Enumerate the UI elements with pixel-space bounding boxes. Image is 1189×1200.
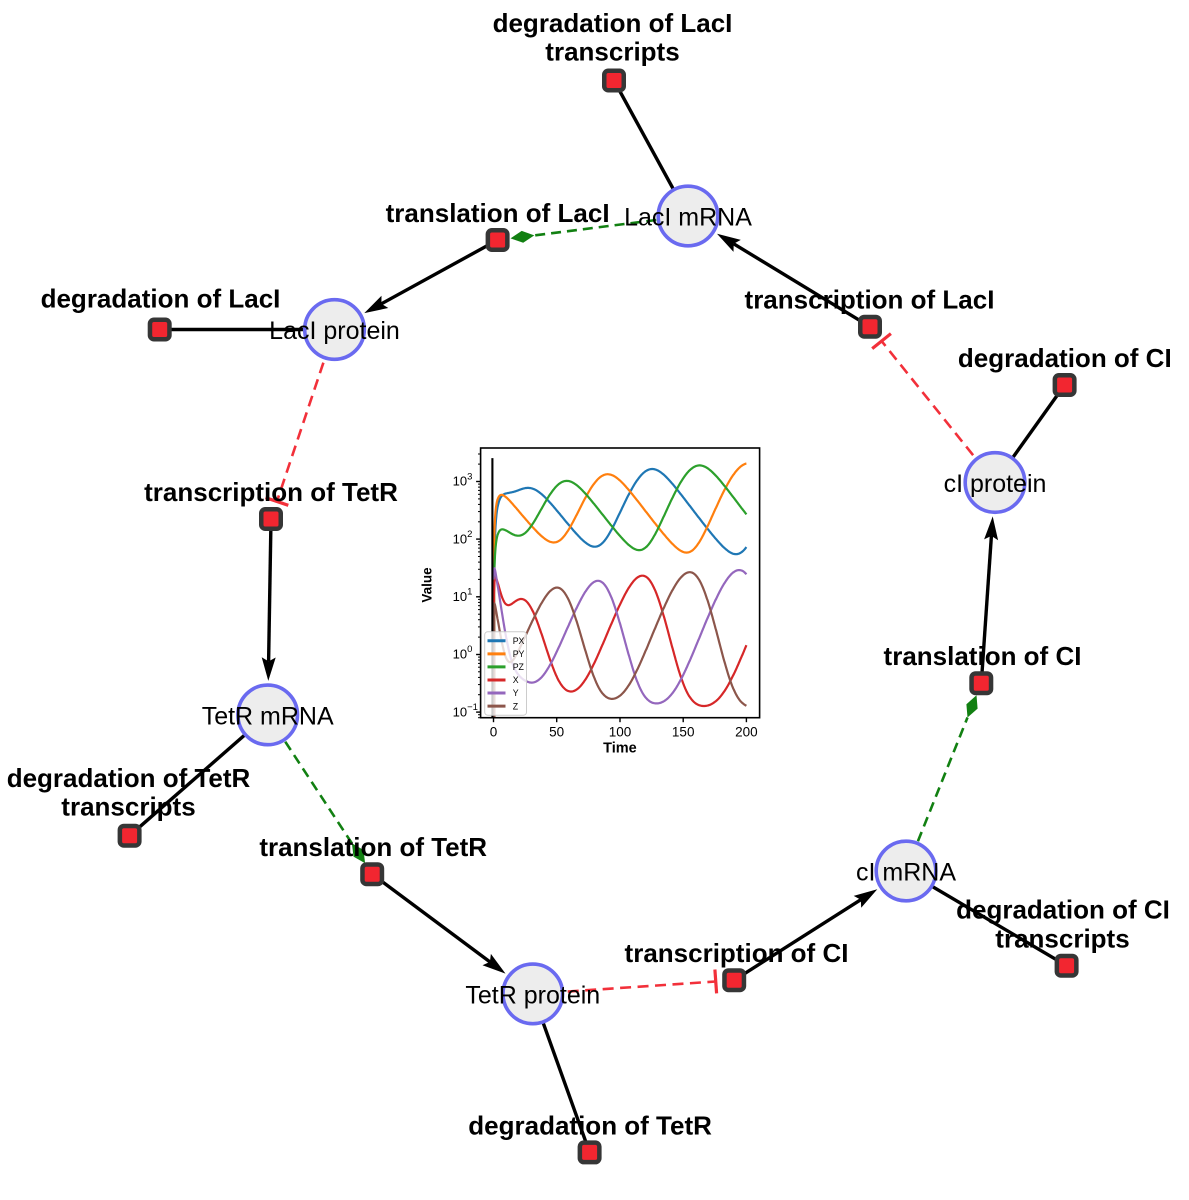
- svg-text:degradation of TetR: degradation of TetR: [468, 1110, 712, 1140]
- svg-text:TetR protein: TetR protein: [465, 981, 600, 1009]
- svg-text:translation of LacI: translation of LacI: [386, 198, 610, 228]
- svg-text:PZ: PZ: [513, 662, 525, 672]
- svg-text:0: 0: [467, 644, 472, 655]
- svg-text:transcription of CI: transcription of CI: [625, 938, 849, 968]
- svg-text:translation of CI: translation of CI: [884, 641, 1082, 671]
- svg-text:X: X: [513, 675, 519, 685]
- svg-text:50: 50: [549, 725, 564, 740]
- svg-text:3: 3: [467, 471, 472, 482]
- svg-text:transcripts: transcripts: [545, 37, 679, 67]
- svg-text:cI mRNA: cI mRNA: [856, 859, 956, 887]
- svg-text:2: 2: [467, 529, 472, 540]
- svg-text:degradation of LacI: degradation of LacI: [41, 284, 281, 314]
- svg-text:Value: Value: [420, 567, 435, 603]
- svg-text:degradation of LacI: degradation of LacI: [493, 8, 733, 38]
- svg-text:1: 1: [467, 587, 472, 598]
- svg-text:PY: PY: [513, 649, 525, 659]
- svg-text:translation of TetR: translation of TetR: [259, 832, 487, 862]
- svg-text:transcription of TetR: transcription of TetR: [144, 477, 398, 507]
- svg-text:PX: PX: [513, 636, 525, 646]
- svg-text:200: 200: [735, 725, 758, 740]
- svg-text:degradation of CI: degradation of CI: [958, 343, 1172, 373]
- svg-text:10: 10: [453, 474, 467, 489]
- svg-text:10: 10: [453, 647, 467, 662]
- svg-text:cI protein: cI protein: [944, 470, 1047, 498]
- svg-text:LacI protein: LacI protein: [269, 317, 400, 345]
- svg-text:LacI mRNA: LacI mRNA: [624, 204, 752, 232]
- svg-text:Z: Z: [513, 701, 519, 711]
- svg-text:transcripts: transcripts: [61, 792, 195, 822]
- svg-text:10: 10: [453, 704, 467, 719]
- svg-text:10: 10: [453, 589, 467, 604]
- svg-text:degradation of TetR: degradation of TetR: [7, 763, 251, 793]
- svg-text:−1: −1: [467, 702, 478, 713]
- svg-text:0: 0: [490, 725, 498, 740]
- svg-text:transcription of LacI: transcription of LacI: [745, 285, 995, 315]
- svg-text:10: 10: [453, 531, 467, 546]
- svg-text:TetR mRNA: TetR mRNA: [202, 702, 334, 730]
- svg-text:100: 100: [609, 725, 632, 740]
- svg-text:degradation of CI: degradation of CI: [956, 895, 1170, 925]
- svg-text:Time: Time: [603, 741, 637, 757]
- svg-text:Y: Y: [513, 688, 519, 698]
- svg-text:transcripts: transcripts: [995, 923, 1129, 953]
- svg-text:150: 150: [672, 725, 695, 740]
